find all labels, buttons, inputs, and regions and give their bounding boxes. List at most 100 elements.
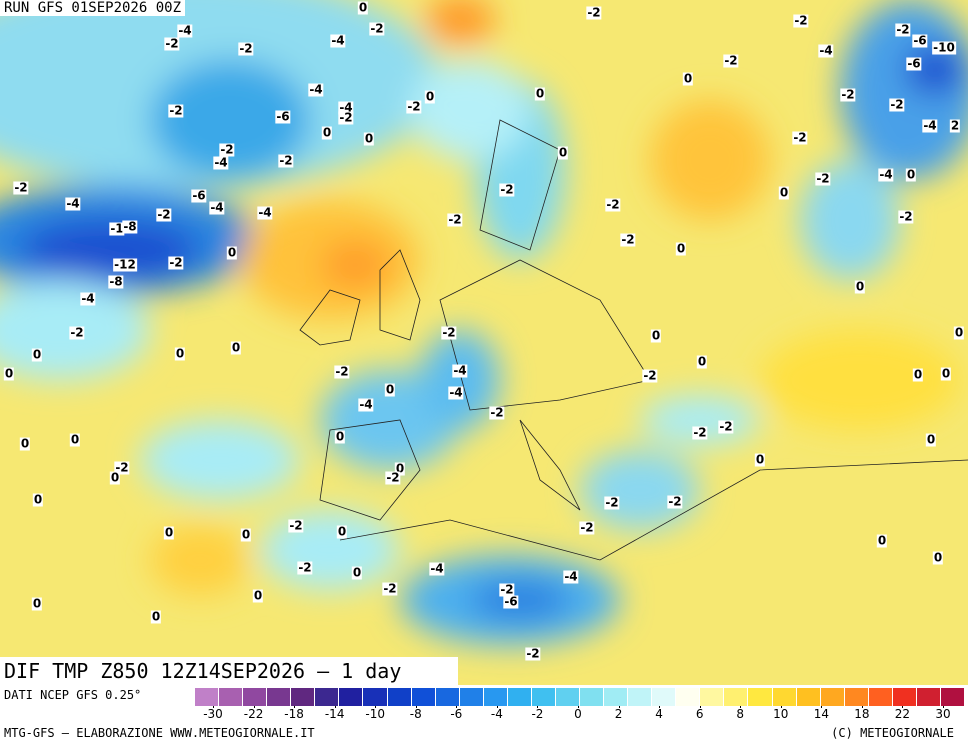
contour-label: -2	[164, 36, 180, 51]
contour-label: -4	[922, 118, 938, 133]
contour-label: -2	[667, 494, 683, 509]
legend-swatch	[411, 688, 435, 706]
legend-swatch	[940, 688, 964, 706]
contour-label: 2	[949, 118, 961, 133]
contour-label: 0	[854, 279, 866, 294]
legend-tick-label: 30	[935, 707, 951, 721]
legend-swatch	[604, 688, 628, 706]
legend-swatch	[916, 688, 940, 706]
legend-swatch	[507, 688, 531, 706]
legend-swatch	[796, 688, 820, 706]
contour-label: -4	[65, 196, 81, 211]
contour-label: -2	[369, 21, 385, 36]
contour-label: -4	[209, 200, 225, 215]
contour-label: -2	[586, 5, 602, 20]
contour-label: -2	[605, 197, 621, 212]
map-title: DIF TMP Z850 12Z14SEP2026 – 1 day	[0, 657, 458, 685]
legend-swatch	[195, 688, 219, 706]
legend-swatch	[844, 688, 868, 706]
legend-swatch	[652, 688, 676, 706]
contour-label: -4	[358, 397, 374, 412]
legend-tick-label: 6	[695, 707, 704, 721]
legend-swatch	[219, 688, 243, 706]
legend-tick-mark	[334, 706, 336, 708]
legend-swatch	[531, 688, 555, 706]
legend-swatch	[291, 688, 315, 706]
contour-label: 0	[334, 429, 346, 444]
contour-label: 0	[424, 89, 436, 104]
contour-label: -2	[579, 520, 595, 535]
contour-label: 0	[69, 432, 81, 447]
contour-label: 0	[384, 382, 396, 397]
legend-tick-label: -6	[450, 707, 463, 721]
copyright: (C) METEOGIORNALE	[831, 726, 954, 740]
contour-label: -6	[275, 109, 291, 124]
contour-label: -4	[330, 33, 346, 48]
contour-label: -4	[177, 23, 193, 38]
contour-label: 0	[675, 241, 687, 256]
legend-swatch	[267, 688, 291, 706]
contour-label: 0	[336, 524, 348, 539]
legend-swatch	[820, 688, 844, 706]
contour-label: -2	[406, 99, 422, 114]
contour-label: -2	[895, 22, 911, 37]
legend-tick-mark	[253, 706, 255, 708]
contour-label: -2	[114, 460, 130, 475]
contour-label: -2	[499, 182, 515, 197]
contour-label: -2	[288, 518, 304, 533]
contour-label: -6	[906, 56, 922, 71]
contour-label: -1	[109, 221, 125, 236]
contour-label: 0	[321, 125, 333, 140]
contour-label: -2	[723, 53, 739, 68]
contour-label: -4	[818, 43, 834, 58]
contour-label: -6	[503, 594, 519, 609]
legend-swatch	[363, 688, 387, 706]
contour-label: 0	[754, 452, 766, 467]
contour-label: 0	[932, 550, 944, 565]
legend-tick-mark	[902, 706, 904, 708]
legend-tick-mark	[294, 706, 296, 708]
contour-label: -2	[447, 212, 463, 227]
temperature-field	[0, 0, 968, 685]
legend-tick-label: -30	[203, 707, 223, 721]
contour-label: -2	[168, 103, 184, 118]
legend-tick-label: 14	[813, 707, 829, 721]
contour-label: -6	[191, 188, 207, 203]
contour-label: 0	[925, 432, 937, 447]
legend-swatch	[315, 688, 339, 706]
contour-label: -4	[448, 385, 464, 400]
contour-label: 0	[240, 527, 252, 542]
contour-label: 0	[363, 131, 375, 146]
contour-label: 0	[252, 588, 264, 603]
legend-tick-mark	[213, 706, 214, 708]
legend-tick-label: 2	[614, 707, 623, 721]
contour-label: -2	[898, 209, 914, 224]
contour-label: -2	[69, 325, 85, 340]
legend-tick-mark	[821, 706, 823, 708]
contour-label: -2	[382, 581, 398, 596]
legend-swatch	[676, 688, 700, 706]
legend-tick-mark	[699, 706, 701, 708]
legend-tick-mark	[618, 706, 620, 708]
contour-label: 0	[32, 492, 44, 507]
legend-tick-mark	[740, 706, 742, 708]
contour-label: 0	[905, 167, 917, 182]
legend-swatch	[243, 688, 267, 706]
legend-swatch	[435, 688, 459, 706]
legend-swatch	[892, 688, 916, 706]
contour-label: -8	[108, 274, 124, 289]
legend-swatch	[555, 688, 579, 706]
contour-label: 0	[31, 596, 43, 611]
legend-swatch	[483, 688, 507, 706]
contour-label: -4	[429, 561, 445, 576]
contour-label: -6	[912, 33, 928, 48]
credit: MTG-GFS – ELABORAZIONE WWW.METEOGIORNALE…	[4, 726, 315, 740]
contour-label: -2	[441, 325, 457, 340]
contour-label: -4	[213, 155, 229, 170]
legend-swatch	[580, 688, 604, 706]
contour-label: 0	[682, 71, 694, 86]
legend-tick-label: -14	[324, 707, 345, 721]
contour-label: -2	[889, 97, 905, 112]
contour-label: -2	[718, 419, 734, 434]
